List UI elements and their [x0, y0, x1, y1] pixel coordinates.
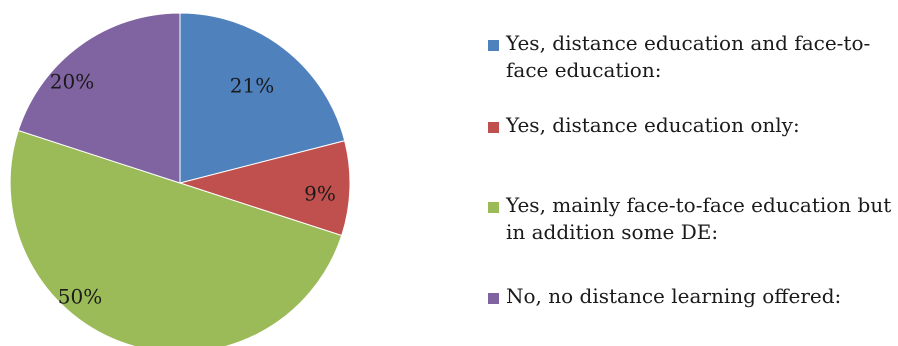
slice-distance-only: [178, 140, 351, 237]
slice-mainly-face-to-face: [9, 129, 343, 346]
legend-swatch-blue: [488, 40, 499, 51]
legend-label: Yes, mainly face-to-face education but i…: [506, 193, 892, 244]
slice-data-label: 21%: [230, 74, 274, 98]
legend-item-mainly-face-to-face: Yes, mainly face-to-face education but i…: [488, 192, 898, 246]
legend-label: No, no distance learning offered:: [506, 284, 842, 308]
legend-item-distance-only: Yes, distance education only:: [488, 112, 898, 139]
legend-swatch-green: [488, 202, 499, 213]
legend-swatch-purple: [488, 293, 499, 304]
slice-data-label: 50%: [58, 285, 102, 309]
legend: Yes, distance education and face-to-face…: [488, 0, 898, 346]
slice-distance-and-face-to-face: [179, 12, 346, 184]
slice-data-label: 20%: [50, 70, 94, 94]
slice-data-label: 9%: [304, 182, 336, 206]
slice-no-distance-learning: [17, 12, 181, 184]
legend-item-distance-and-face-to-face: Yes, distance education and face-to-face…: [488, 30, 898, 84]
legend-label: Yes, distance education and face-to-face…: [506, 31, 871, 82]
legend-label: Yes, distance education only:: [506, 113, 800, 137]
legend-item-no-distance-learning: No, no distance learning offered:: [488, 283, 898, 310]
legend-swatch-red: [488, 122, 499, 133]
